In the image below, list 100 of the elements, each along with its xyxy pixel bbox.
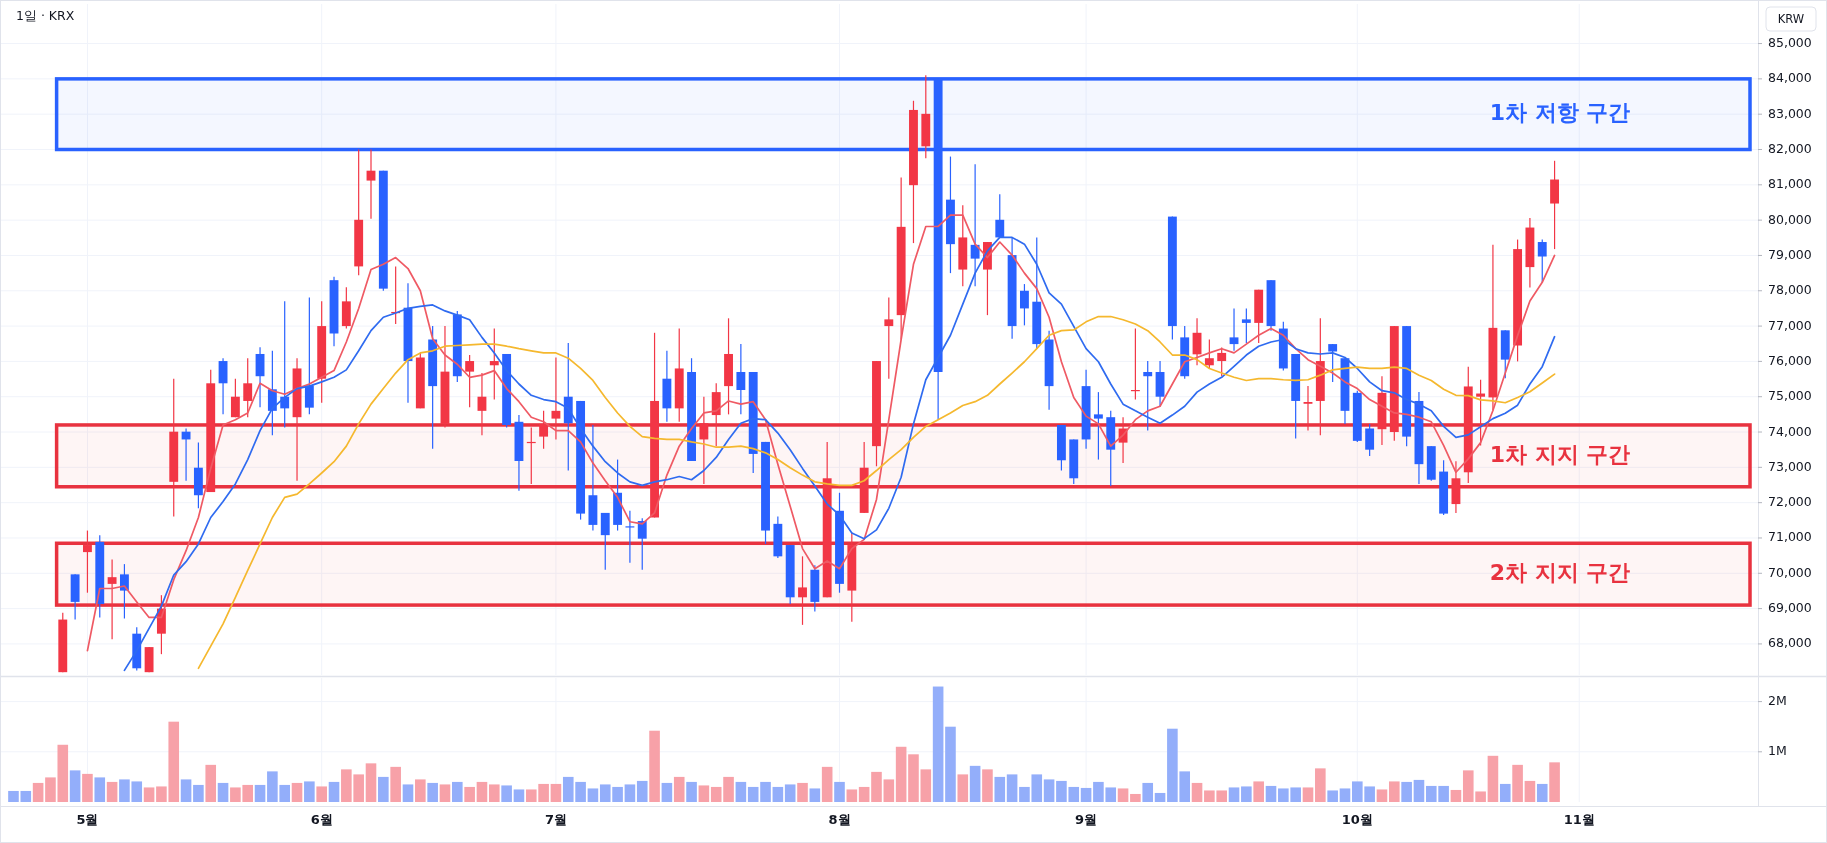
bar bbox=[82, 773, 93, 802]
y-tick-label: 81,000 bbox=[1768, 176, 1812, 192]
bar bbox=[550, 783, 562, 802]
candlestick bbox=[1328, 343, 1338, 383]
bar bbox=[316, 786, 327, 802]
candlestick bbox=[699, 396, 709, 485]
bar bbox=[747, 786, 759, 802]
candlestick bbox=[1365, 423, 1375, 457]
y-tick-label: 70,000 bbox=[1768, 564, 1812, 580]
bar bbox=[180, 779, 192, 802]
candlestick bbox=[465, 354, 475, 408]
bar bbox=[476, 781, 488, 802]
bar bbox=[760, 781, 771, 802]
x-tick-label: 10월 bbox=[1341, 812, 1373, 827]
bar bbox=[291, 782, 303, 802]
bar bbox=[587, 788, 599, 802]
y-tick-label: 85,000 bbox=[1768, 35, 1812, 51]
bar bbox=[636, 780, 648, 802]
y-tick-label: 69,000 bbox=[1768, 600, 1812, 616]
y-tick-label: 77,000 bbox=[1768, 317, 1812, 333]
band: 2차 지지 구간 bbox=[54, 541, 1752, 607]
candlestick bbox=[637, 517, 647, 571]
bar bbox=[982, 769, 993, 802]
chart-title: 1일 · KRX bbox=[16, 8, 75, 23]
y-tick-label: 2M bbox=[1768, 693, 1787, 709]
bar bbox=[378, 776, 389, 802]
bar bbox=[1006, 774, 1018, 802]
bar bbox=[1450, 789, 1462, 802]
candlestick bbox=[1303, 385, 1313, 432]
bar bbox=[797, 782, 808, 802]
y-tick-label: 76,000 bbox=[1768, 352, 1812, 368]
bar bbox=[1154, 792, 1166, 802]
bar bbox=[649, 730, 660, 802]
bar bbox=[1302, 787, 1314, 802]
candlestick bbox=[600, 512, 610, 571]
bar bbox=[772, 786, 784, 802]
bar bbox=[1389, 781, 1400, 802]
bar bbox=[32, 782, 44, 802]
bar bbox=[193, 784, 204, 802]
bar bbox=[883, 779, 895, 802]
bar bbox=[673, 776, 685, 802]
bar bbox=[415, 779, 426, 802]
candlestick bbox=[489, 327, 499, 401]
bar bbox=[698, 785, 710, 802]
bar bbox=[1487, 755, 1499, 802]
bar bbox=[328, 781, 340, 802]
candlestick bbox=[1537, 238, 1547, 283]
x-tick-label: 7월 bbox=[544, 812, 567, 827]
candlestick bbox=[1143, 360, 1153, 432]
band-label: 1차 저항 구간 bbox=[1489, 100, 1631, 126]
bar bbox=[365, 763, 377, 802]
candlestick bbox=[539, 410, 549, 450]
bar bbox=[735, 781, 747, 802]
candlestick bbox=[1204, 338, 1214, 370]
y-tick-label: 83,000 bbox=[1768, 105, 1812, 121]
bar bbox=[871, 771, 882, 802]
bar bbox=[846, 789, 858, 802]
bar bbox=[1512, 764, 1523, 802]
y-tick-label: 82,000 bbox=[1768, 141, 1812, 156]
bar bbox=[427, 782, 438, 802]
bar bbox=[439, 784, 451, 802]
bar bbox=[945, 726, 956, 802]
bar bbox=[513, 789, 525, 802]
y-tick-label: 1M bbox=[1768, 743, 1787, 759]
bar bbox=[402, 784, 414, 802]
candlestick bbox=[551, 356, 561, 441]
candlestick bbox=[107, 558, 117, 640]
bar bbox=[1413, 779, 1425, 802]
bar bbox=[895, 746, 907, 802]
x-tick-label: 11월 bbox=[1563, 812, 1595, 827]
candlestick bbox=[736, 343, 746, 415]
bar bbox=[1043, 779, 1055, 802]
bar bbox=[1376, 789, 1388, 802]
bar bbox=[464, 786, 475, 802]
band: 1차 저항 구간 bbox=[54, 77, 1752, 152]
bar bbox=[624, 784, 636, 802]
bar bbox=[501, 785, 512, 802]
candlestick bbox=[995, 193, 1005, 239]
y-tick-label: 78,000 bbox=[1768, 282, 1812, 298]
candlestick bbox=[304, 296, 314, 415]
band-label: 2차 지지 구간 bbox=[1489, 560, 1631, 586]
bar bbox=[969, 765, 981, 802]
candlestick bbox=[884, 296, 894, 380]
bar bbox=[957, 774, 969, 802]
x-tick-label: 6월 bbox=[310, 812, 333, 827]
y-tick-label: 79,000 bbox=[1768, 246, 1812, 262]
bar bbox=[1228, 787, 1240, 802]
candlestick bbox=[119, 563, 129, 620]
band-label: 1차 지지 구간 bbox=[1489, 441, 1631, 467]
bar bbox=[217, 782, 229, 802]
band: 1차 지지 구간 bbox=[54, 423, 1752, 489]
candlestick bbox=[366, 148, 376, 220]
bar bbox=[686, 781, 697, 802]
candlestick bbox=[243, 357, 253, 418]
bar bbox=[143, 787, 155, 802]
candlestick bbox=[970, 163, 980, 287]
y-axis-title: KRW bbox=[1777, 11, 1805, 26]
candlestick bbox=[230, 378, 240, 418]
y-tick-label: 84,000 bbox=[1768, 70, 1812, 86]
bar bbox=[488, 784, 500, 802]
